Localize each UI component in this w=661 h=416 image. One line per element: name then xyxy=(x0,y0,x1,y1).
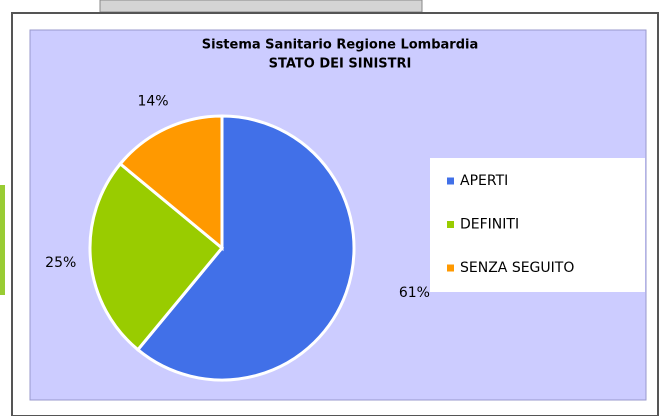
chart-title: Sistema Sanitario Regione Lombardia xyxy=(202,38,479,53)
side-strip xyxy=(0,185,5,295)
legend-marker xyxy=(447,177,454,185)
legend-box xyxy=(430,158,645,292)
data-label: 61% xyxy=(399,285,430,301)
data-label: 25% xyxy=(45,255,76,271)
legend-marker xyxy=(447,264,454,272)
legend-label: SENZA SEGUITO xyxy=(460,260,574,276)
pie-slice xyxy=(88,161,225,352)
legend-label: APERTI xyxy=(460,173,508,189)
chart-subtitle: STATO DEI SINISTRI xyxy=(269,57,412,72)
pie-slice xyxy=(118,114,224,252)
pie-slice xyxy=(135,114,356,382)
legend-marker xyxy=(447,221,454,228)
top-bar xyxy=(99,0,423,13)
legend-label: DEFINITI xyxy=(460,217,519,233)
data-label: 14% xyxy=(137,93,168,109)
